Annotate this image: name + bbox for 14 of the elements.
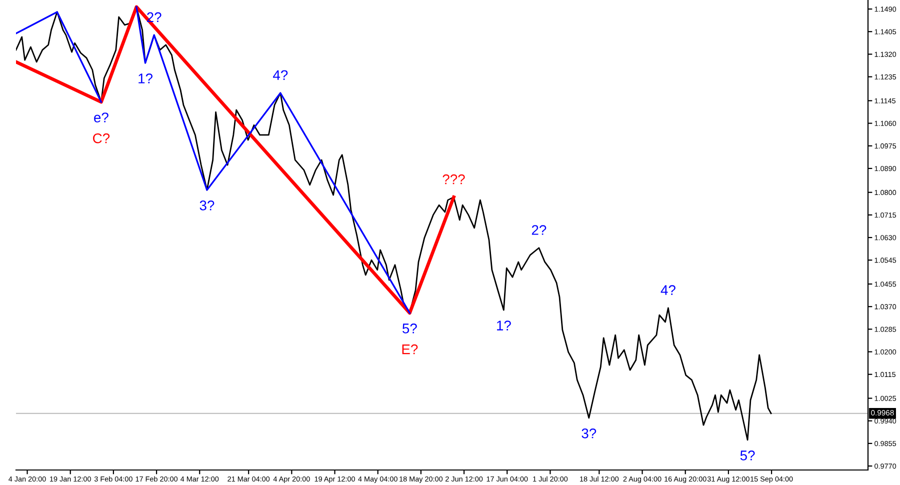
- annotation: E?: [402, 344, 418, 354]
- annotation: e?: [94, 112, 108, 122]
- annotation: C?: [93, 133, 110, 144]
- annotation: 5?: [402, 324, 417, 334]
- annotation: 1?: [138, 74, 152, 84]
- annotation: 4?: [660, 285, 676, 295]
- annotation: 1?: [497, 320, 511, 330]
- annotation: 3?: [582, 428, 596, 438]
- annotation: 3?: [200, 200, 214, 210]
- annotation: 2?: [532, 225, 546, 235]
- annotation: 4?: [273, 70, 288, 80]
- annotation: 5?: [740, 450, 755, 460]
- annotation: ???: [442, 174, 465, 184]
- annotation: 2?: [147, 12, 162, 22]
